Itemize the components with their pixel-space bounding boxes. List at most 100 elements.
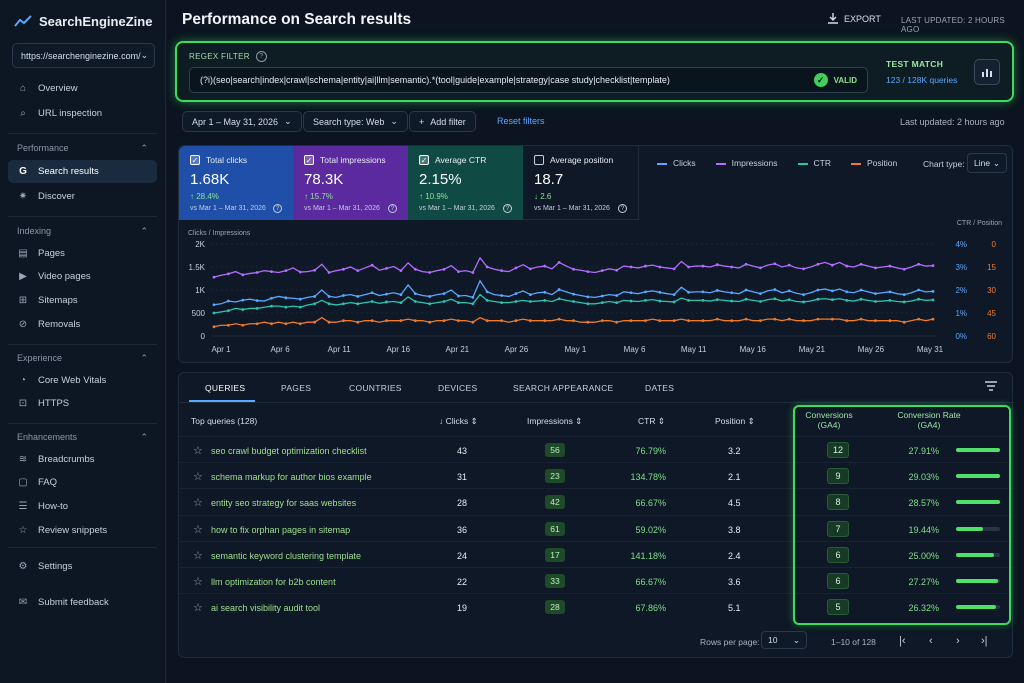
sidebar-section-indexing[interactable]: Indexing ⌃ [8, 223, 157, 239]
col-position[interactable]: Position ⇕ [715, 416, 755, 426]
query-link[interactable]: ai search visibility audit tool [211, 603, 321, 614]
table-row[interactable]: ☆ llm optimization for b2b content 22 33 66.… [179, 567, 1014, 593]
sidebar-item-settings[interactable]: ⚙ Settings [8, 555, 157, 578]
cell-conversion-rate: 25.00% [908, 550, 939, 561]
checkbox-checked-icon[interactable]: ✓ [190, 155, 200, 165]
brand[interactable]: SearchEngineZine [14, 10, 152, 32]
star-icon[interactable]: ☆ [193, 549, 203, 562]
table-row[interactable]: ☆ entity seo strategy for saas websites 28… [179, 488, 1014, 514]
help-icon[interactable]: ? [503, 204, 512, 213]
table-row[interactable]: ☆ schema markup for author bios example 31… [179, 462, 1014, 488]
chart-type-select[interactable]: Line ⌄ [967, 153, 1007, 173]
star-icon[interactable]: ☆ [193, 497, 203, 510]
regex-input[interactable]: (?i)(seo|search|index|crawl|schema|entit… [189, 67, 868, 93]
legend-item-ctr[interactable]: CTR [797, 158, 831, 168]
date-range-button[interactable]: Apr 1 – May 31, 2026 ⌄ [182, 111, 302, 132]
sidebar-item-review-snippets[interactable]: ☆ Review snippets [8, 519, 157, 542]
col-conversions[interactable]: Conversions (GA4) [805, 410, 853, 430]
metric-card-average-position[interactable]: Average position 18.7 ↓ 2.6 vs Mar 1 – Mar … [523, 146, 639, 220]
sidebar-item-core-web-vitals[interactable]: ◔ Core Web Vitals [8, 369, 157, 392]
valid-status: ✓ VALID [813, 73, 857, 87]
sidebar-item-video-pages[interactable]: ▶ Video pages [8, 265, 157, 288]
site-selector[interactable]: https://searchenginezine.com/ ⌄ [12, 43, 155, 68]
metric-card-total-clicks[interactable]: ✓ Total clicks 1.68K ↑ 28.4% vs Mar 1 – Mar … [179, 146, 293, 220]
star-icon[interactable]: ☆ [193, 602, 203, 615]
chart-type-value: Line [974, 158, 991, 168]
table-row[interactable]: ☆ seo crawl budget optimization checklist… [179, 436, 1014, 462]
table-row[interactable]: ☆ semantic keyword clustering template 24 1… [179, 540, 1014, 567]
prev-page-icon[interactable]: ‹ [929, 635, 933, 647]
sidebar-item-url-inspection[interactable]: ⌕ URL inspection [8, 102, 157, 125]
sidebar-item-breadcrumbs[interactable]: ≋ Breadcrumbs [8, 448, 157, 471]
sidebar-item-submit-feedback[interactable]: ✉ Submit feedback [8, 591, 157, 614]
table-row[interactable]: ☆ ai search visibility audit tool 19 28 67.8… [179, 593, 1014, 619]
data-point-impressions [413, 267, 417, 271]
sidebar-item-discover[interactable]: ✷ Discover [8, 185, 157, 208]
tab-devices[interactable]: DEVICES [438, 383, 478, 393]
search-type-button[interactable]: Search type: Web ⌄ [303, 111, 408, 132]
metric-header: ✓ Total impressions [304, 155, 397, 165]
sidebar-item-removals[interactable]: ⊘ Removals [8, 313, 157, 336]
table-row[interactable]: ☆ how to fix orphan pages in sitemap 36 61 5… [179, 514, 1014, 541]
tab-queries[interactable]: QUERIES [205, 383, 246, 393]
test-match-button[interactable] [974, 59, 1000, 85]
checkbox-empty-icon[interactable] [534, 155, 544, 165]
star-icon[interactable]: ☆ [193, 445, 203, 457]
metric-card-total-impressions[interactable]: ✓ Total impressions 78.3K ↑ 15.7% vs Mar 1 –… [293, 146, 408, 220]
query-link[interactable]: schema markup for author bios example [211, 472, 372, 483]
sidebar-item-sitemaps[interactable]: ⊞ Sitemaps [8, 289, 157, 312]
legend-item-position[interactable]: Position [850, 158, 897, 168]
col-conversion-rate[interactable]: Conversion Rate (GA4) [887, 410, 971, 430]
data-point-position [644, 319, 647, 323]
star-icon[interactable]: ☆ [193, 576, 203, 588]
sidebar-item-https[interactable]: ⊡ HTTPS [8, 392, 157, 415]
legend-item-impressions[interactable]: Impressions [715, 158, 778, 168]
query-link[interactable]: entity seo strategy for saas websites [211, 498, 357, 509]
tab-countries[interactable]: COUNTRIES [349, 383, 402, 393]
tab-pages[interactable]: PAGES [281, 383, 312, 393]
sidebar-item-faq[interactable]: ▢ FAQ [8, 471, 157, 494]
rows-per-page-select[interactable]: 10 ⌄ [761, 631, 807, 649]
metric-delta: ↑ 10.9% [419, 192, 448, 201]
tab-search-appearance[interactable]: SEARCH APPEARANCE [513, 383, 614, 393]
help-icon[interactable]: ? [618, 204, 627, 213]
sidebar-item-pages[interactable]: ▤ Pages [8, 242, 157, 265]
test-match-value[interactable]: 123 / 128K queries [886, 75, 958, 85]
sidebar-section-experience[interactable]: Experience ⌃ [8, 350, 157, 366]
query-link[interactable]: how to fix orphan pages in sitemap [211, 524, 351, 535]
col-query[interactable]: Top queries (128) [191, 416, 258, 426]
legend-item-clicks[interactable]: Clicks [657, 158, 696, 168]
export-button[interactable]: EXPORT [828, 13, 881, 24]
star-icon[interactable]: ☆ [193, 523, 203, 536]
filter-list-icon[interactable] [985, 381, 997, 394]
help-icon[interactable]: ? [273, 204, 282, 213]
star-icon[interactable]: ☆ [193, 471, 203, 484]
help-icon[interactable]: ? [255, 51, 267, 62]
sidebar-item-how-to[interactable]: ☰ How-to [8, 495, 157, 518]
x-tick-label: Apr 21 [446, 345, 470, 354]
checkbox-checked-icon[interactable]: ✓ [419, 155, 429, 165]
first-page-icon[interactable]: |‹ [899, 635, 906, 647]
query-link[interactable]: seo crawl budget optimization checklist [211, 446, 367, 456]
help-icon[interactable]: ? [388, 204, 397, 213]
sidebar-section-performance[interactable]: Performance ⌃ [8, 140, 157, 156]
data-point-ctr [500, 301, 503, 305]
tab-dates[interactable]: DATES [645, 383, 675, 393]
add-filter-button[interactable]: + Add filter [409, 111, 476, 132]
col-ctr[interactable]: CTR ⇕ [638, 416, 665, 426]
cell-ctr: 66.67% [635, 498, 666, 509]
query-link[interactable]: llm optimization for b2b content [211, 577, 336, 587]
sidebar-item-overview[interactable]: ⌂ Overview [8, 77, 157, 100]
data-point-ctr [284, 305, 288, 309]
sidebar-section-enhancements[interactable]: Enhancements ⌃ [8, 429, 157, 445]
col-impressions[interactable]: Impressions ⇕ [527, 416, 583, 426]
col-clicks[interactable]: ↓ Clicks ⇕ [439, 416, 478, 426]
next-page-icon[interactable]: › [956, 635, 960, 647]
query-link[interactable]: semantic keyword clustering template [211, 550, 362, 561]
checkbox-checked-icon[interactable]: ✓ [304, 155, 314, 165]
sidebar-item-search-results[interactable]: G Search results [8, 160, 157, 183]
reset-filters-link[interactable]: Reset filters [497, 116, 545, 126]
last-page-icon[interactable]: ›| [981, 635, 988, 647]
metric-card-average-ctr[interactable]: ✓ Average CTR 2.15% ↑ 10.9% vs Mar 1 – Mar 3… [408, 146, 523, 220]
data-point-clicks [226, 299, 230, 303]
